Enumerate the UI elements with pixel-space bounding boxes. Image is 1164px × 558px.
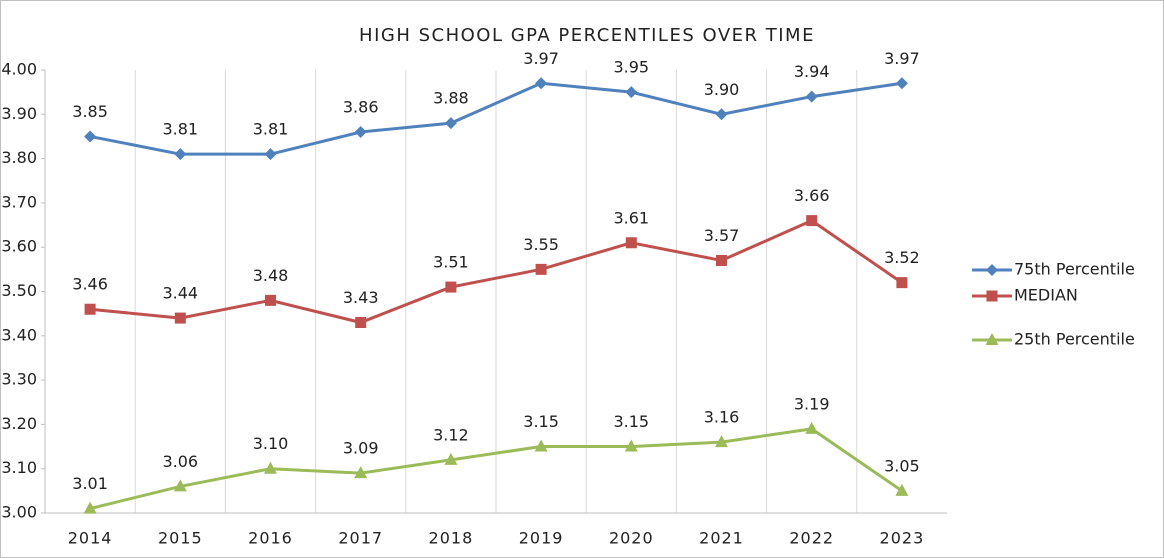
data-label: 3.81 <box>162 120 198 139</box>
series-line <box>89 427 903 511</box>
marker <box>354 466 368 479</box>
x-tick-label: 2020 <box>609 529 654 548</box>
y-tick-label: 3.00 <box>1 503 37 522</box>
marker <box>174 312 186 324</box>
data-label: 3.97 <box>523 49 559 68</box>
y-tick-label: 3.10 <box>1 458 37 477</box>
data-label: 3.95 <box>613 58 649 77</box>
marker <box>355 317 367 329</box>
marker <box>624 439 638 452</box>
data-label: 3.10 <box>253 434 289 453</box>
x-tick-label: 2022 <box>789 529 834 548</box>
x-tick-label: 2016 <box>248 529 293 548</box>
y-tick-label: 3.70 <box>1 192 37 211</box>
data-label: 3.09 <box>343 439 379 458</box>
legend-label: 25th Percentile <box>1014 330 1135 349</box>
marker <box>444 117 457 130</box>
marker <box>986 264 998 276</box>
x-tick-label: 2018 <box>429 529 474 548</box>
y-tick-label: 3.90 <box>1 104 37 123</box>
marker <box>445 281 457 293</box>
marker <box>535 263 547 275</box>
marker <box>896 277 908 289</box>
marker <box>986 290 998 302</box>
y-tick-label: 3.80 <box>1 148 37 167</box>
data-label: 3.15 <box>613 412 649 431</box>
data-label: 3.97 <box>884 49 920 68</box>
marker <box>805 90 818 103</box>
data-label: 3.61 <box>613 208 649 227</box>
series-line <box>89 218 903 325</box>
marker <box>83 501 97 514</box>
marker <box>265 294 276 306</box>
marker <box>173 479 187 492</box>
data-label: 3.81 <box>253 120 289 139</box>
data-label: 3.90 <box>704 80 740 99</box>
data-label: 3.94 <box>794 62 830 81</box>
data-label: 3.44 <box>162 284 198 303</box>
marker <box>985 333 999 345</box>
data-label: 3.51 <box>433 253 469 272</box>
data-label: 3.46 <box>72 275 108 294</box>
data-label: 3.01 <box>72 474 108 493</box>
marker <box>84 130 97 143</box>
marker <box>535 77 548 90</box>
x-tick-label: 2019 <box>519 529 564 548</box>
x-tick-label: 2023 <box>880 529 925 548</box>
marker <box>264 148 277 161</box>
legend-label: 75th Percentile <box>1014 260 1135 279</box>
data-label: 3.48 <box>253 266 289 285</box>
y-tick-label: 3.50 <box>1 281 37 300</box>
marker <box>354 126 367 139</box>
marker <box>716 254 727 266</box>
marker <box>805 421 819 434</box>
chart-title: HIGH SCHOOL GPA PERCENTILES OVER TIME <box>359 25 815 46</box>
legend-label: MEDIAN <box>1014 286 1078 305</box>
marker <box>625 237 637 249</box>
data-label: 3.55 <box>523 235 559 254</box>
marker <box>84 303 96 315</box>
x-tick-label: 2014 <box>68 529 113 548</box>
data-label: 3.52 <box>884 248 920 267</box>
data-label: 3.86 <box>343 98 379 117</box>
marker <box>444 452 458 465</box>
marker <box>264 461 277 474</box>
data-label: 3.66 <box>794 186 830 205</box>
data-label: 3.43 <box>343 288 379 307</box>
marker <box>806 215 818 227</box>
data-label: 3.85 <box>72 102 108 121</box>
data-label: 3.16 <box>704 408 740 427</box>
y-tick-label: 3.20 <box>1 414 37 433</box>
y-tick-label: 3.40 <box>1 325 37 344</box>
x-tick-label: 2017 <box>338 529 383 548</box>
series-line <box>89 81 903 156</box>
marker <box>534 439 548 452</box>
y-tick-label: 3.60 <box>1 237 37 256</box>
data-label: 3.12 <box>433 425 469 444</box>
x-tick-label: 2021 <box>699 529 744 548</box>
x-tick-label: 2015 <box>158 529 203 548</box>
marker <box>174 148 187 161</box>
data-label: 3.06 <box>162 452 198 471</box>
data-label: 3.05 <box>884 456 920 475</box>
data-label: 3.15 <box>523 412 559 431</box>
y-tick-label: 3.30 <box>1 370 37 389</box>
marker <box>895 77 908 90</box>
marker <box>895 483 909 496</box>
marker <box>715 435 728 448</box>
marker <box>625 86 638 99</box>
y-tick-label: 4.00 <box>1 60 37 79</box>
marker <box>715 108 728 121</box>
data-label: 3.19 <box>794 394 830 413</box>
data-label: 3.88 <box>433 89 469 108</box>
data-label: 3.57 <box>704 226 740 245</box>
